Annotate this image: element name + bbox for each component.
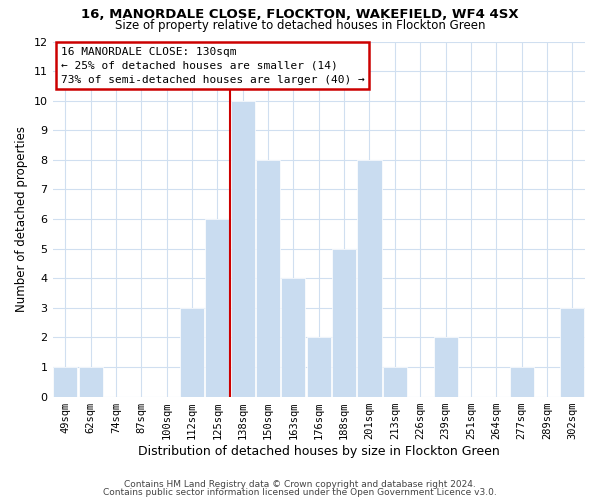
Bar: [281, 278, 305, 396]
Bar: [358, 160, 382, 396]
Bar: [509, 367, 533, 396]
Bar: [256, 160, 280, 396]
Bar: [332, 248, 356, 396]
Text: 16, MANORDALE CLOSE, FLOCKTON, WAKEFIELD, WF4 4SX: 16, MANORDALE CLOSE, FLOCKTON, WAKEFIELD…: [81, 8, 519, 20]
Text: Size of property relative to detached houses in Flockton Green: Size of property relative to detached ho…: [115, 19, 485, 32]
Text: 16 MANORDALE CLOSE: 130sqm
← 25% of detached houses are smaller (14)
73% of semi: 16 MANORDALE CLOSE: 130sqm ← 25% of deta…: [61, 47, 364, 85]
Bar: [434, 338, 458, 396]
Text: Contains public sector information licensed under the Open Government Licence v3: Contains public sector information licen…: [103, 488, 497, 497]
Bar: [180, 308, 204, 396]
Bar: [79, 367, 103, 396]
Bar: [307, 338, 331, 396]
Text: Contains HM Land Registry data © Crown copyright and database right 2024.: Contains HM Land Registry data © Crown c…: [124, 480, 476, 489]
Bar: [383, 367, 407, 396]
Bar: [560, 308, 584, 396]
Bar: [230, 100, 255, 397]
Bar: [205, 219, 229, 396]
Y-axis label: Number of detached properties: Number of detached properties: [15, 126, 28, 312]
X-axis label: Distribution of detached houses by size in Flockton Green: Distribution of detached houses by size …: [138, 444, 500, 458]
Bar: [53, 367, 77, 396]
